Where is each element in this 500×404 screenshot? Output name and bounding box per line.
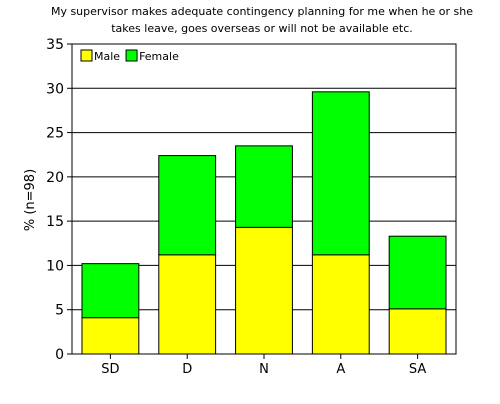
y-tick-label: 5 [55,303,64,319]
y-tick-label: 0 [55,347,64,363]
legend-label-male: Male [94,50,120,63]
y-tick-label: 30 [46,81,64,97]
chart-title-line-2: takes leave, goes overseas or will not b… [111,22,413,35]
y-axis-label: % (n=98) [23,169,38,231]
bar-female-d [158,155,217,256]
y-tick-label: 20 [46,170,64,186]
bar-female-a [311,91,370,256]
chart-title-line-1: My supervisor makes adequate contingency… [51,5,473,18]
x-tick-label: A [336,362,345,377]
bar-female-sd [81,263,140,319]
legend-swatch-female [125,49,138,62]
legend-swatch-male [80,49,93,62]
bar-male-sa [388,308,447,355]
y-tick-label: 25 [46,126,64,142]
legend-label-female: Female [139,50,179,63]
bar-female-sa [388,235,447,310]
y-tick-label: 35 [46,37,64,53]
bar-male-d [158,254,217,355]
x-tick-label: N [259,362,269,377]
plot-area: 0 5 10 15 20 25 30 35 SD D N A SA Male Female [46,37,457,377]
bar-male-n [235,226,293,355]
y-tick-label: 15 [46,214,64,230]
y-tick-label: 10 [46,258,64,274]
bar-male-a [311,254,370,355]
bar-female-n [235,145,293,228]
x-tick-label: SA [409,362,426,377]
x-tick-label: D [182,362,192,377]
x-tick-label: SD [101,362,119,377]
plot-frame [71,43,457,355]
bar-male-sd [81,317,140,355]
